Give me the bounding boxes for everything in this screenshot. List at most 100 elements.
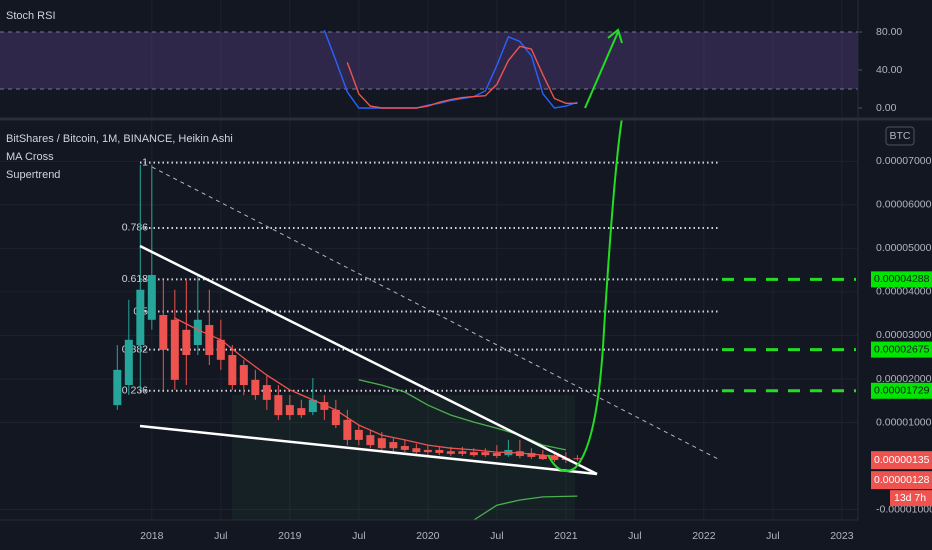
- stoch-title: Stoch RSI: [6, 10, 56, 22]
- projection-arrow: [584, 28, 623, 109]
- candle-body: [228, 355, 237, 386]
- candle-body: [159, 314, 168, 350]
- currency-label: BTC: [890, 130, 911, 142]
- y-tick-label: 0.00003000: [876, 329, 932, 341]
- countdown-label: 13d 7h: [894, 492, 926, 504]
- last-price-label: 0.00000135: [874, 454, 930, 466]
- candle-body: [239, 365, 248, 386]
- x-tick-label: 2021: [554, 530, 578, 542]
- candle-body: [435, 449, 444, 453]
- candle-body: [320, 402, 329, 410]
- candle-body: [182, 329, 191, 356]
- candle-body: [458, 451, 467, 454]
- candle-body: [550, 456, 559, 460]
- indicator-line: [473, 495, 578, 521]
- candle-body: [216, 339, 225, 360]
- x-tick-label: 2018: [140, 530, 164, 542]
- y-tick-label: 0.00007000: [876, 155, 932, 167]
- candle-body: [113, 369, 122, 406]
- line-layer: [174, 29, 578, 521]
- candle-body: [354, 429, 363, 440]
- stoch-band: [0, 32, 858, 90]
- candle-body: [446, 451, 455, 454]
- y-tick-label: 0.00002000: [876, 373, 932, 385]
- projection-curve: [547, 117, 623, 472]
- candle-body: [285, 405, 294, 416]
- candle-body: [412, 448, 421, 453]
- candle-body: [274, 395, 283, 416]
- candle-body: [343, 419, 352, 440]
- candle-layer: [113, 164, 582, 463]
- x-tick-label: Jul: [628, 530, 641, 542]
- y-tick-label: 80.00: [876, 26, 902, 38]
- candle-body: [262, 385, 271, 400]
- candle-body: [423, 449, 432, 453]
- y-tick-label: 40.00: [876, 64, 902, 76]
- supertrend-fill: [232, 395, 575, 520]
- target-price-box: [871, 382, 932, 399]
- lower-trendline: [139, 424, 598, 476]
- fib-label: 0.786: [122, 222, 148, 234]
- y-tick-label: 0.00006000: [876, 199, 932, 211]
- indicator-label: MA Cross: [6, 151, 54, 163]
- target-price-box: [871, 271, 932, 288]
- y-tick-label: 0.00: [876, 102, 897, 114]
- fib-label: 0.618: [122, 273, 148, 285]
- y-tick-label: 0.00005000: [876, 242, 932, 254]
- x-tick-label: Jul: [352, 530, 365, 542]
- indicator-line: [174, 317, 566, 458]
- candle-body: [377, 438, 386, 449]
- candle-body: [170, 319, 179, 380]
- stoch-line: [346, 45, 578, 109]
- candle-body: [331, 409, 340, 426]
- target-price-label: 0.00002675: [874, 343, 930, 355]
- candle-body: [538, 455, 547, 460]
- candle-body: [389, 442, 398, 449]
- x-tick-label: 2022: [692, 530, 716, 542]
- x-tick-label: Jul: [766, 530, 779, 542]
- candle-body: [527, 452, 536, 457]
- y-tick-label: 0.00004000: [876, 286, 932, 298]
- stoch-line: [323, 29, 578, 109]
- candle-body: [481, 452, 490, 456]
- candle-body: [193, 319, 202, 346]
- candle-body: [147, 274, 156, 320]
- target-price-box: [871, 341, 932, 358]
- candle-body: [297, 408, 306, 416]
- axis-layer: 2018 Jul 2019 Jul 2020 Jul 2021 Jul 2022 Jul 2023 0…: [140, 26, 932, 542]
- candle-body: [251, 379, 260, 396]
- candle-body: [492, 452, 501, 457]
- last-price-box: [871, 471, 932, 490]
- countdown-box: [890, 490, 932, 507]
- last-price-box: [871, 451, 932, 470]
- candle-body: [124, 339, 133, 386]
- candle-body: [469, 452, 478, 456]
- target-price-label: 0.00004288: [874, 273, 930, 285]
- target-price-label: 0.00001729: [874, 385, 930, 397]
- y-tick-label: -0.00001000: [876, 503, 932, 515]
- candle-body: [573, 458, 582, 460]
- x-tick-label: Jul: [214, 530, 227, 542]
- fib-label: 0.236: [122, 385, 148, 397]
- x-tick-label: 2023: [830, 530, 854, 542]
- currency-box: [885, 126, 915, 146]
- diagonal-line: [151, 166, 721, 461]
- last-price-label: 0.00000128: [874, 474, 930, 486]
- chart-title: BitShares / Bitcoin, 1M, BINANCE, Heikin…: [6, 133, 233, 145]
- candle-body: [400, 446, 409, 450]
- candle-body: [308, 399, 317, 413]
- band-layer: [0, 31, 858, 90]
- fib-label: 1: [142, 156, 148, 168]
- x-tick-label: 2020: [416, 530, 440, 542]
- x-tick-label: Jul: [490, 530, 503, 542]
- candle-body: [205, 325, 214, 356]
- candle-body: [136, 289, 145, 346]
- indicator-label: Supertrend: [6, 169, 60, 181]
- upper-trendline: [139, 244, 598, 476]
- candle-body: [366, 435, 375, 446]
- y-tick-label: 0.00001000: [876, 416, 932, 428]
- x-tick-label: 2019: [278, 530, 302, 542]
- grid-layer: [0, 0, 862, 520]
